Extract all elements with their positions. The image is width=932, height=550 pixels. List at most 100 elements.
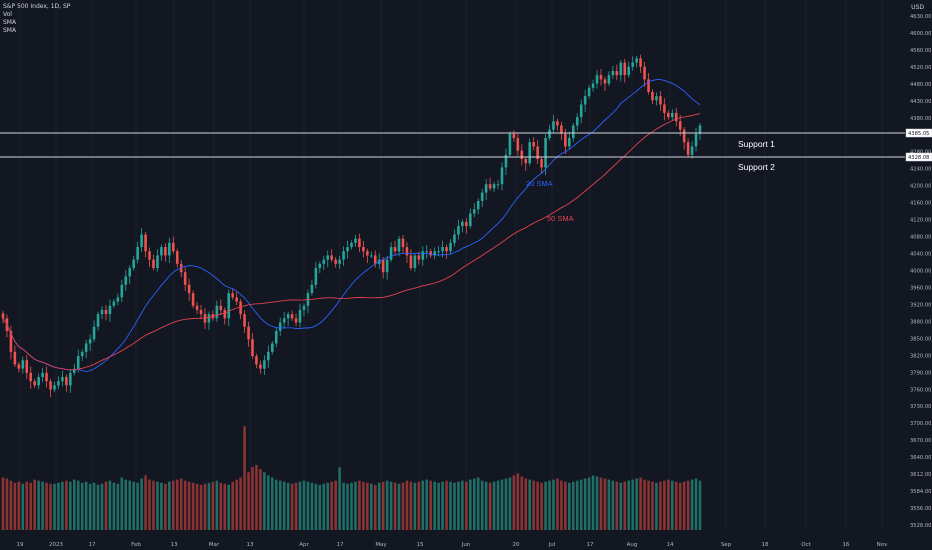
chart-legend: S&P 500 Index, 1D, SP Vol SMA SMA [3, 3, 70, 35]
volume-bar [639, 477, 642, 530]
candle [655, 96, 658, 101]
candle [409, 255, 413, 269]
candle [183, 272, 187, 285]
candle [591, 83, 595, 88]
candle [508, 133, 512, 155]
volume-bar [698, 480, 702, 530]
candle [45, 372, 48, 382]
candle [370, 255, 373, 257]
volume-bar [41, 481, 44, 530]
candle [595, 75, 599, 84]
price-tick-label: 3556.00 [910, 506, 931, 512]
volume-bar [350, 482, 353, 530]
price-tick-label: 3730.00 [910, 404, 931, 410]
volume-bar [591, 475, 595, 530]
volume-bar [441, 481, 444, 530]
volume-bar [235, 479, 238, 530]
candle [492, 184, 496, 189]
candle [84, 343, 88, 352]
volume-bar [484, 481, 488, 530]
volume-bar [667, 479, 670, 530]
candle [72, 368, 76, 373]
time-axis[interactable]: 19 2023 17 Feb 13 Mar 13 Apr 17 May 15 Jun 20 Jul 17 Au… [17, 542, 889, 548]
time-tick-label: 13 [171, 542, 178, 548]
candle [429, 251, 432, 256]
price-tick-label: 3528.00 [910, 523, 931, 529]
candle [199, 309, 203, 315]
volume-bar [401, 482, 405, 530]
price-tick-label: 3670.00 [910, 438, 931, 444]
candle [116, 297, 120, 302]
candle [172, 242, 175, 252]
candle [251, 339, 254, 357]
candle [548, 129, 551, 139]
sma50-label: 50 SMA [547, 214, 574, 223]
candle [1, 313, 5, 319]
price-tick-label: 4380.00 [910, 116, 931, 122]
candle [571, 125, 575, 139]
volume-bar [29, 482, 33, 530]
price-tick-label: 4160.00 [910, 201, 931, 207]
candle [144, 234, 147, 252]
volume-bar [278, 480, 282, 530]
price-tick-label: 3880.00 [910, 319, 931, 325]
candle [17, 364, 21, 369]
volume-bar [480, 480, 484, 530]
candle [667, 112, 670, 118]
candle [488, 184, 492, 189]
volume-bar [172, 480, 175, 530]
time-tick-label: Feb [131, 542, 141, 548]
volume-bar [179, 478, 183, 530]
price-tick-label: 4240.00 [910, 167, 931, 173]
volume-bar [512, 475, 516, 530]
candle [457, 226, 460, 235]
volume-bar [263, 472, 266, 530]
sma20-line [2, 79, 701, 372]
volume-bar [144, 475, 147, 530]
candle [465, 221, 468, 227]
candle [61, 377, 64, 382]
volume-bar [686, 480, 690, 530]
price-tick-label: 4000.00 [910, 269, 931, 275]
time-tick-label: Jul [548, 542, 556, 548]
volume-bar [156, 481, 159, 530]
candle [100, 309, 104, 315]
price-tick-label: 3960.00 [910, 286, 931, 292]
candle [627, 66, 631, 76]
volume-bar [124, 479, 128, 530]
candle [322, 259, 326, 264]
volume-bar [136, 482, 139, 530]
volume-bar [465, 481, 468, 530]
volume-bar [282, 481, 286, 530]
candle [37, 377, 40, 386]
volume-bar [45, 482, 48, 530]
time-tick-label: 15 [417, 542, 424, 548]
support-1-price: 4385.05 [908, 131, 929, 137]
candle [587, 87, 591, 97]
volume-bar [239, 477, 242, 530]
candle [334, 259, 337, 264]
volume-bar [104, 481, 108, 530]
time-tick-label: 14 [667, 542, 674, 548]
candle [496, 184, 500, 186]
price-tick-label: 4480.00 [910, 82, 931, 88]
volume-bar [405, 480, 409, 530]
time-tick-label: 17 [337, 542, 344, 548]
candle [243, 314, 246, 327]
candle [96, 314, 100, 327]
volume-bar [370, 483, 373, 530]
candle [294, 318, 298, 323]
price-axis[interactable]: 4630.00 4600.00 4560.00 4520.00 4480.00 4430.… [910, 14, 931, 529]
volume-bar [575, 480, 579, 530]
candle [445, 247, 448, 252]
price-tick-label: 3760.00 [910, 387, 931, 393]
price-tick-label: 3584.00 [910, 489, 931, 495]
candle [647, 79, 650, 92]
volume-bar [524, 478, 528, 530]
candle [29, 372, 33, 382]
volume-bar [647, 480, 650, 530]
volume-bar [92, 482, 96, 530]
candle [57, 381, 60, 386]
volume-bar [152, 480, 155, 530]
